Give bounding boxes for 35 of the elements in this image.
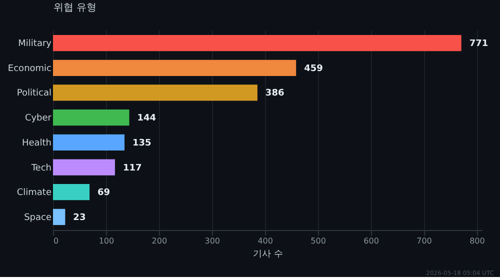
data-label: 459 <box>304 64 323 74</box>
x-tick-label: 700 <box>416 236 432 246</box>
y-tick-label: Military <box>18 39 52 50</box>
y-tick-label: Space <box>24 212 52 223</box>
x-tick-label: 300 <box>204 236 220 246</box>
data-label: 386 <box>265 88 284 99</box>
x-tick-label: 400 <box>258 236 273 246</box>
y-tick-label: Climate <box>16 188 52 198</box>
bar <box>53 208 66 226</box>
bar <box>53 134 124 150</box>
y-tick-label: Political <box>16 88 52 99</box>
data-label: 69 <box>98 188 110 198</box>
data-label: 117 <box>122 163 142 174</box>
bar <box>53 84 258 101</box>
bar <box>53 60 296 76</box>
x-tick-label: 500 <box>310 236 326 246</box>
y-tick-label: Economic <box>8 64 52 74</box>
x-tick-label: 600 <box>364 236 379 246</box>
data-label: 23 <box>73 212 86 223</box>
bar <box>53 34 462 52</box>
y-tick-label: Health <box>22 138 52 148</box>
x-tick-label: 0 <box>54 236 59 246</box>
bar <box>53 110 130 126</box>
x-tick-label: 100 <box>98 236 114 246</box>
data-label: 771 <box>469 39 488 50</box>
data-label: 135 <box>132 138 152 148</box>
y-axis-title: 위협 유형 <box>54 2 97 14</box>
y-tick-label: Cyber <box>24 114 52 124</box>
data-label: 144 <box>137 114 156 124</box>
bar <box>53 184 90 200</box>
bar <box>53 159 115 176</box>
x-tick-label: 800 <box>470 236 485 246</box>
y-tick-label: Tech <box>30 163 52 174</box>
x-tick-label: 200 <box>152 236 168 246</box>
x-axis-title: 기사 수 <box>253 250 283 260</box>
